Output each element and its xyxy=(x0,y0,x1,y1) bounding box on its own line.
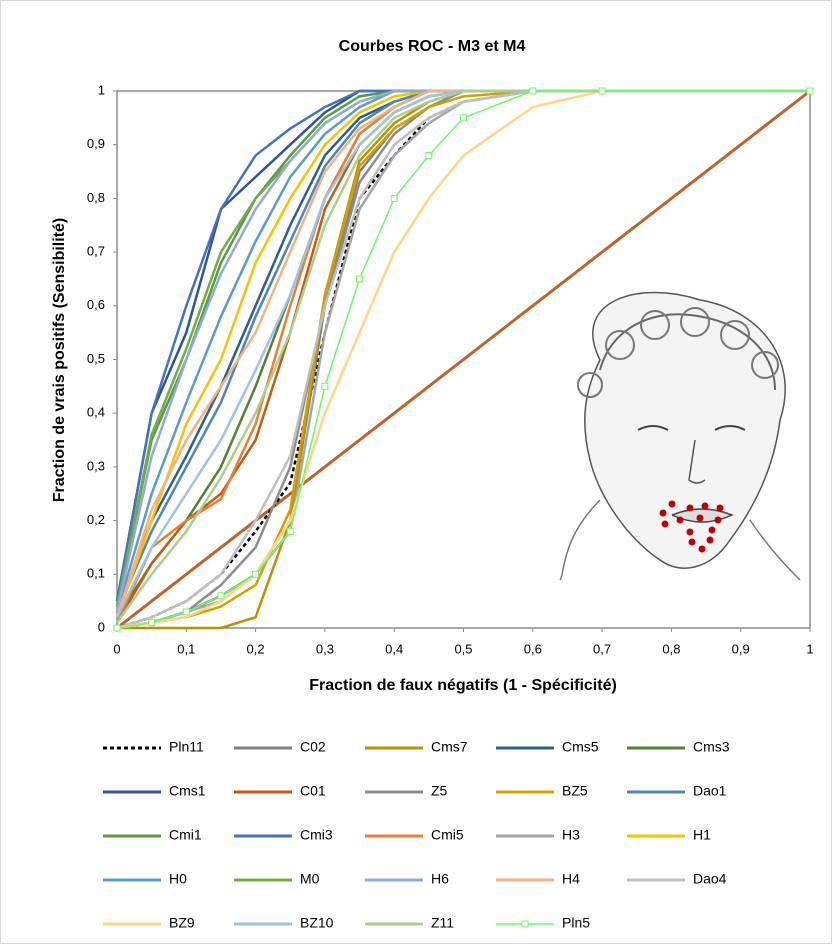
series-marker xyxy=(286,527,294,535)
x-tick-label: 0,1 xyxy=(177,641,195,656)
series-marker xyxy=(148,619,156,627)
series-marker xyxy=(460,114,467,122)
x-tick-label: 0,2 xyxy=(247,641,265,656)
x-tick-label: 0,4 xyxy=(385,641,403,656)
y-tick-label: 0,1 xyxy=(87,566,105,581)
x-tick-label: 0,5 xyxy=(454,641,472,656)
y-tick-label: 0,2 xyxy=(87,512,105,527)
y-tick-label: 0,3 xyxy=(87,458,105,473)
legend-marker xyxy=(521,920,529,928)
y-tick-label: 0,9 xyxy=(87,136,105,151)
series-line xyxy=(115,89,810,624)
series-line xyxy=(116,89,810,630)
y-tick-label: 0,6 xyxy=(87,297,105,312)
legend-label: H4 xyxy=(562,871,580,887)
y-tick-label: 0,8 xyxy=(87,190,105,205)
legend-label: Z5 xyxy=(431,783,448,799)
legend-label: Cmi5 xyxy=(431,827,464,843)
legend-label: Z11 xyxy=(431,915,454,931)
legend-label: Cms7 xyxy=(431,739,468,755)
y-tick-label: 0 xyxy=(98,619,105,634)
x-tick-label: 0,3 xyxy=(316,641,334,656)
legend-label: H1 xyxy=(693,827,711,843)
series-marker xyxy=(182,608,190,616)
y-tick-label: 0,5 xyxy=(87,351,105,366)
series-marker xyxy=(390,194,398,202)
y-tick-label: 1 xyxy=(98,82,105,97)
x-axis-title: Fraction de faux négatifs (1 - Spécifici… xyxy=(309,677,617,694)
x-tick-label: 0 xyxy=(113,641,120,656)
chance-line xyxy=(116,89,811,630)
legend-label: Cmi1 xyxy=(169,827,202,843)
x-tick-label: 0,6 xyxy=(524,641,542,656)
x-tick-label: 0,7 xyxy=(593,641,611,656)
series-line xyxy=(116,89,810,630)
legend-label: H6 xyxy=(431,871,449,887)
series-marker xyxy=(356,275,364,283)
legend-label: BZ9 xyxy=(169,915,195,931)
legend-label: Dao1 xyxy=(693,783,727,799)
legend-label: H3 xyxy=(562,827,580,843)
chart-title: Courbes ROC - M3 et M4 xyxy=(339,38,526,55)
legend-label: H0 xyxy=(169,871,187,887)
legend-label: Pln11 xyxy=(169,739,204,755)
legend-label: Dao4 xyxy=(693,871,727,887)
series-marker xyxy=(425,151,433,159)
legend-label: Cms5 xyxy=(562,739,599,755)
x-tick-label: 1 xyxy=(806,641,813,656)
series-marker xyxy=(252,570,260,578)
legend-label: Cmi3 xyxy=(300,827,333,843)
legend-label: C01 xyxy=(300,783,326,799)
series-marker xyxy=(321,382,329,390)
series-marker xyxy=(598,87,606,95)
y-tick-label: 0,7 xyxy=(87,244,105,259)
legend-label: Cms3 xyxy=(693,739,730,755)
series-marker xyxy=(217,592,225,600)
legend-label: M0 xyxy=(300,871,320,887)
legend-label: BZ5 xyxy=(562,783,588,799)
x-tick-label: 0,9 xyxy=(732,641,750,656)
series-marker xyxy=(529,87,537,95)
series-marker xyxy=(806,87,814,95)
y-axis-title: Fraction de vrais positifs (Sensibilité) xyxy=(51,218,68,503)
legend-label: C02 xyxy=(300,739,326,755)
legend-label: Pln5 xyxy=(562,915,590,931)
legend-label: BZ10 xyxy=(300,915,334,931)
x-tick-label: 0,8 xyxy=(662,641,680,656)
series-line xyxy=(116,90,810,629)
series-marker xyxy=(113,624,121,632)
face-illustration xyxy=(559,291,801,581)
legend-label: Cms1 xyxy=(169,783,206,799)
y-tick-label: 0,4 xyxy=(87,405,105,420)
